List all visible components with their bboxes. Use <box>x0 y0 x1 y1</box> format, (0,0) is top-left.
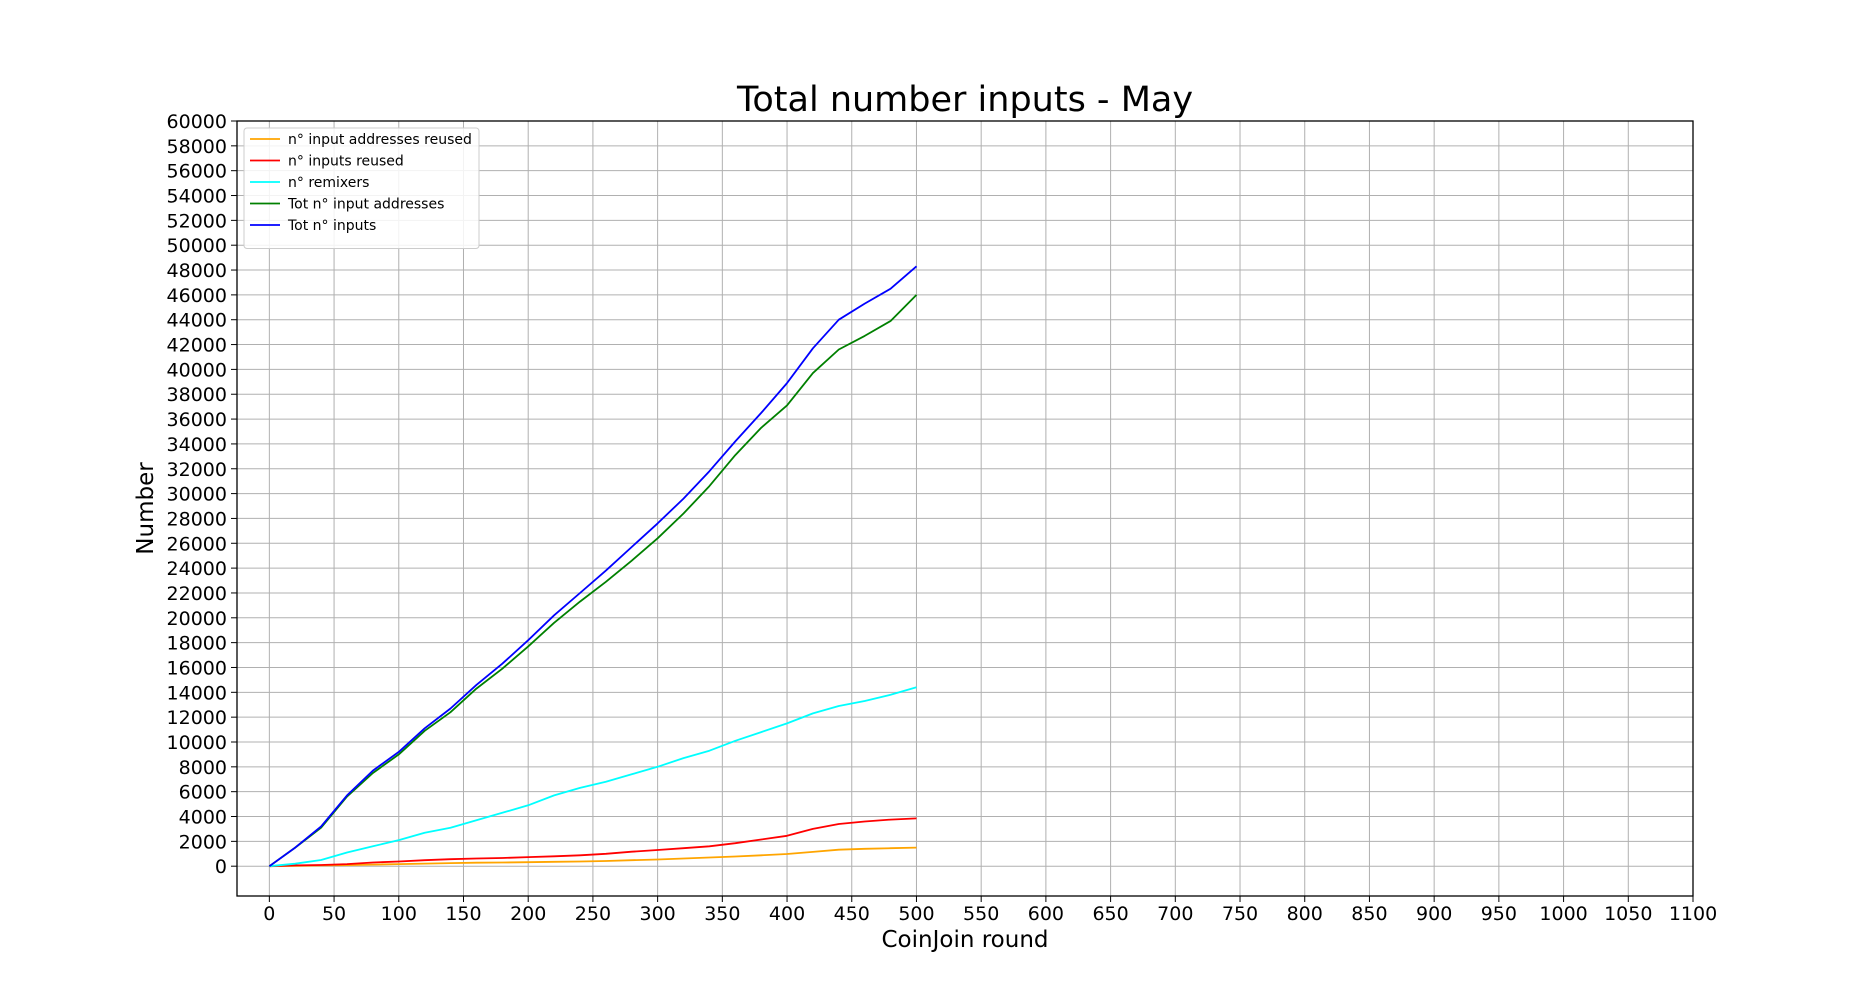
y-tick-label: 28000 <box>167 508 227 530</box>
x-tick-label: 150 <box>445 903 481 925</box>
chart-title: Total number inputs - May <box>736 80 1193 120</box>
y-tick-label: 40000 <box>167 359 227 381</box>
series-line <box>269 846 917 868</box>
y-tick-label: 22000 <box>167 583 227 605</box>
y-tick-label: 24000 <box>167 558 227 580</box>
y-tick-label: 48000 <box>167 260 227 282</box>
y-axis-label: Number <box>133 462 159 555</box>
y-tick-label: 12000 <box>167 707 227 729</box>
x-axis-label: CoinJoin round <box>881 927 1048 953</box>
x-tick-label: 550 <box>963 903 999 925</box>
x-tick-label: 1000 <box>1539 903 1587 925</box>
x-tick-label: 500 <box>898 903 934 925</box>
y-tick-label: 30000 <box>167 484 227 506</box>
y-tick-label: 42000 <box>167 335 227 357</box>
y-tick-label: 38000 <box>167 384 227 406</box>
series-layer <box>268 265 918 868</box>
x-tick-label: 350 <box>704 903 740 925</box>
series-line <box>268 265 918 867</box>
y-tick-label: 44000 <box>167 310 227 332</box>
x-tick-label: 950 <box>1481 903 1517 925</box>
x-tick-label: 700 <box>1157 903 1193 925</box>
y-tick-label: 20000 <box>167 608 227 630</box>
y-tick-label: 18000 <box>167 633 227 655</box>
y-tick-label: 16000 <box>167 657 227 679</box>
series-line <box>269 686 917 868</box>
y-tick-label: 50000 <box>167 235 227 257</box>
x-tick-label: 450 <box>834 903 870 925</box>
y-tick-label: 52000 <box>167 210 227 232</box>
x-tick-label: 750 <box>1222 903 1258 925</box>
x-tick-label: 400 <box>769 903 805 925</box>
x-tick-label: 1050 <box>1604 903 1652 925</box>
series-line <box>268 294 918 867</box>
y-tick-label: 8000 <box>179 757 227 779</box>
x-tick-label: 0 <box>263 903 275 925</box>
x-tick-label: 600 <box>1028 903 1064 925</box>
y-tick-label: 46000 <box>167 285 227 307</box>
y-tick-label: 10000 <box>167 732 227 754</box>
legend-entry-label: Tot n° input addresses <box>287 197 444 213</box>
y-tick-label: 0 <box>215 856 227 878</box>
x-tick-label: 100 <box>381 903 417 925</box>
legend-entry-label: n° inputs reused <box>288 154 404 170</box>
y-tick-label: 60000 <box>167 111 227 133</box>
axis-ticks: 0 50 100 150 200 250 300 350 400 450 500 550 600 650 7… <box>167 111 1718 925</box>
series-line <box>269 817 917 868</box>
legend-entry-label: n° remixers <box>288 175 369 191</box>
y-tick-label: 26000 <box>167 533 227 555</box>
x-tick-label: 650 <box>1092 903 1128 925</box>
plot-frame <box>236 120 1694 897</box>
x-tick-label: 50 <box>322 903 346 925</box>
x-tick-label: 800 <box>1287 903 1323 925</box>
y-tick-label: 32000 <box>167 459 227 481</box>
y-tick-label: 6000 <box>179 782 227 804</box>
y-tick-label: 58000 <box>167 136 227 158</box>
x-tick-label: 300 <box>639 903 675 925</box>
legend-entry-label: n° input addresses reused <box>288 132 472 148</box>
y-tick-label: 34000 <box>167 434 227 456</box>
legend-entry-label: Tot n° inputs <box>287 218 376 234</box>
legend-box <box>243 127 480 249</box>
x-tick-label: 850 <box>1351 903 1387 925</box>
y-tick-label: 56000 <box>167 161 227 183</box>
x-tick-label: 200 <box>510 903 546 925</box>
y-tick-label: 4000 <box>179 807 227 829</box>
y-tick-label: 14000 <box>167 682 227 704</box>
y-tick-label: 36000 <box>167 409 227 431</box>
y-tick-label: 54000 <box>167 186 227 208</box>
y-tick-label: 2000 <box>179 831 227 853</box>
x-tick-label: 1100 <box>1669 903 1717 925</box>
legend: n° input addresses reused n° inputs reuse… <box>243 127 480 249</box>
x-tick-label: 250 <box>575 903 611 925</box>
x-tick-label: 900 <box>1416 903 1452 925</box>
